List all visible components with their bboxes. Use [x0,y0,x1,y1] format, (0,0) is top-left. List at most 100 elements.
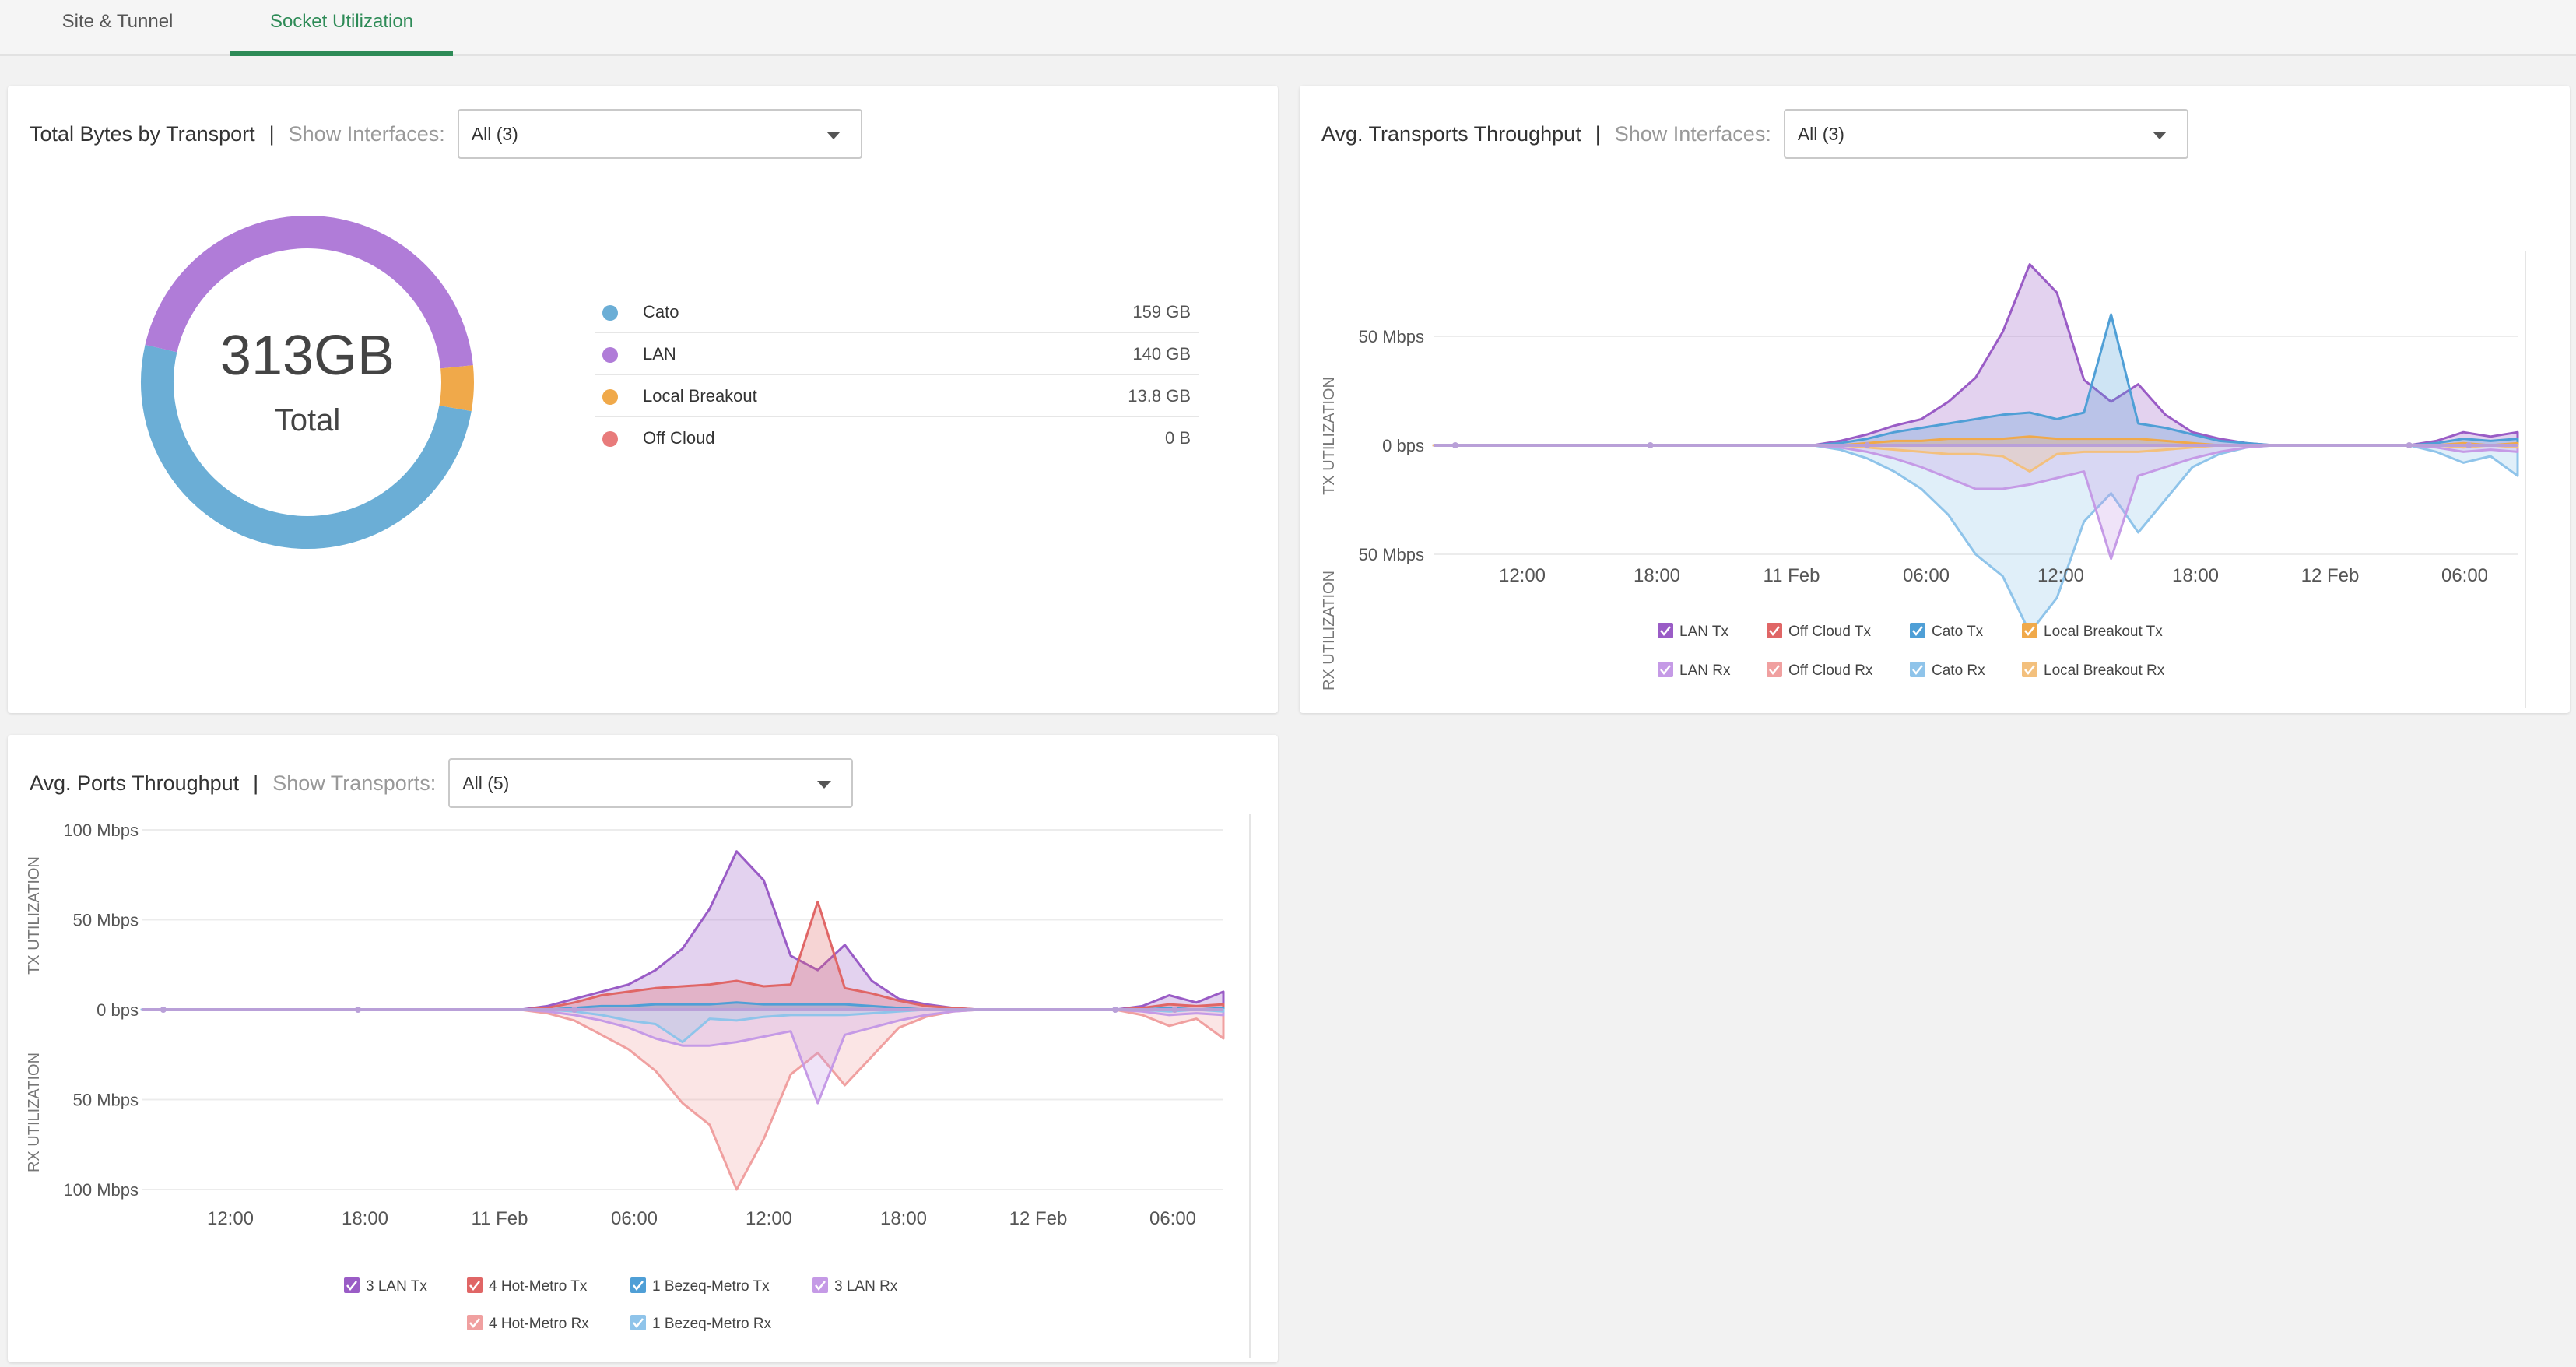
donut-slice-cato[interactable] [141,344,472,549]
checkbox-checked[interactable] [1910,623,1925,638]
donut-total-label: Total [275,403,341,438]
transports-select[interactable]: All (5) [448,758,854,808]
baseline-marker [160,1007,167,1013]
legend-item-local-breakout-rx[interactable]: Local Breakout Rx [2022,662,2165,679]
legend-item-3-lan-rx[interactable]: 3 LAN Rx [812,1277,898,1295]
legend-value: 13.8 GB [1128,386,1191,406]
legend-label: 4 Hot-Metro Rx [489,1316,589,1332]
legend-item-4-hot-metro-rx[interactable]: 4 Hot-Metro Rx [467,1315,589,1332]
y-tick-label: 100 Mbps [63,821,139,840]
check-icon [1769,626,1780,637]
baseline-marker [2465,442,2472,448]
interfaces-select[interactable]: All (3) [1783,109,2188,159]
x-tick-label: 18:00 [1634,565,1680,586]
checkbox-checked[interactable] [2022,662,2037,677]
check-icon [1660,665,1671,676]
donut-chart: 313GB Total [141,216,474,549]
checkbox-checked[interactable] [812,1277,828,1293]
card-header: Avg. Transports Throughput | Show Interf… [1321,109,2188,159]
legend-label: Off Cloud Tx [1788,624,1871,640]
x-tick-label: 18:00 [2172,565,2219,586]
x-tick-label: 18:00 [880,1208,927,1229]
legend-dot [602,305,618,321]
baseline-marker [1647,442,1654,448]
legend-label: 4 Hot-Metro Tx [489,1278,588,1295]
check-icon [2024,665,2035,676]
checkbox-checked[interactable] [1910,662,1925,677]
legend-item-cato-rx[interactable]: Cato Rx [1910,662,1985,679]
checkbox-checked[interactable] [1658,662,1673,677]
ports-chart: TX UTILIZATION RX UTILIZATION 100 Mbps 50… [26,814,1251,1358]
transports-chart: TX UTILIZATION RX UTILIZATION 50 Mbps 50 … [1321,251,2526,708]
legend-value: 140 GB [1132,344,1191,364]
check-icon [1769,665,1780,676]
legend-item-lan-rx[interactable]: LAN Rx [1658,662,1731,679]
legend-label: 1 Bezeq-Metro Tx [652,1278,770,1295]
chevron-down-icon [817,781,832,789]
header-separator: | [268,121,275,146]
legend-item-1-bezeq-metro-tx[interactable]: 1 Bezeq-Metro Tx [630,1277,770,1295]
series-area-1-bezeq-metro-rx[interactable] [140,1008,1225,1044]
card-header: Avg. Ports Throughput | Show Transports:… [30,758,854,808]
check-icon [469,1318,480,1329]
x-tick-label: 12:00 [2037,565,2084,586]
legend-item-cato[interactable]: Cato 159 GB [595,291,1199,333]
tx-axis-label: TX UTILIZATION [26,856,43,975]
legend-item-lan[interactable]: LAN 140 GB [595,333,1199,375]
tab-site-tunnel[interactable]: Site & Tunnel [61,11,174,32]
card-title: Total Bytes by Transport [30,121,255,146]
checkbox-checked[interactable] [467,1277,483,1293]
checkbox-checked[interactable] [1767,623,1782,638]
legend-label: LAN [643,344,676,364]
donut-slice-local-breakout[interactable] [439,365,474,412]
checkbox-checked[interactable] [467,1315,483,1330]
show-interfaces-label: Show Interfaces: [1614,121,1771,146]
legend-item-cato-tx[interactable]: Cato Tx [1910,623,1984,640]
interfaces-select[interactable]: All (3) [457,109,862,159]
x-tick-label: 12:00 [1499,565,1546,586]
legend-item-3-lan-tx[interactable]: 3 LAN Tx [344,1277,427,1295]
check-icon [633,1281,644,1291]
legend-item-off-cloud-rx[interactable]: Off Cloud Rx [1767,662,1873,679]
checkbox-checked[interactable] [630,1315,646,1330]
x-tick-label: 12:00 [746,1208,792,1229]
chevron-down-icon [2152,132,2167,139]
legend-item-1-bezeq-metro-rx[interactable]: 1 Bezeq-Metro Rx [630,1315,772,1332]
tab-socket-utilization[interactable]: Socket Utilization [230,0,453,56]
legend-item-off-cloud-tx[interactable]: Off Cloud Tx [1767,623,1871,640]
checkbox-checked[interactable] [1658,623,1673,638]
legend-item-4-hot-metro-tx[interactable]: 4 Hot-Metro Tx [467,1277,588,1295]
checkbox-checked[interactable] [630,1277,646,1293]
check-icon [815,1281,826,1291]
legend-label: Cato Rx [1932,662,1985,679]
baseline-marker [1864,442,1871,448]
x-tick-label: 06:00 [1903,565,1950,586]
legend-item-local-breakout-tx[interactable]: Local Breakout Tx [2022,623,2163,640]
legend-value: 0 B [1164,428,1191,448]
y-tick-label-zero: 0 bps [1382,436,1424,455]
checkbox-checked[interactable] [2022,623,2037,638]
x-tick-label: 18:00 [342,1208,388,1229]
baseline-marker [2406,442,2413,448]
header-separator: | [253,771,259,795]
show-interfaces-label: Show Interfaces: [288,121,445,146]
card-title: Avg. Transports Throughput [1321,121,1581,146]
y-tick-label: 100 Mbps [63,1180,139,1200]
check-icon [2024,626,2035,637]
legend-label: Local Breakout [643,386,757,406]
legend-item-local-breakout[interactable]: Local Breakout 13.8 GB [595,375,1199,417]
total-bytes-card: Total Bytes by Transport | Show Interfac… [8,86,1278,713]
show-transports-label: Show Transports: [272,771,437,795]
tx-axis-label: TX UTILIZATION [1321,377,1338,495]
legend-item-lan-tx[interactable]: LAN Tx [1658,623,1729,640]
checkbox-checked[interactable] [1767,662,1782,677]
baseline-marker [1451,442,1458,448]
donut-slice-lan[interactable] [145,216,473,369]
checkbox-checked[interactable] [344,1277,360,1293]
check-icon [1912,626,1923,637]
y-tick-label: 50 Mbps [73,911,139,930]
x-tick-label: 11 Feb [472,1208,528,1229]
check-icon [346,1281,357,1291]
legend-item-off-cloud[interactable]: Off Cloud 0 B [595,417,1199,459]
card-header: Total Bytes by Transport | Show Interfac… [30,109,862,159]
